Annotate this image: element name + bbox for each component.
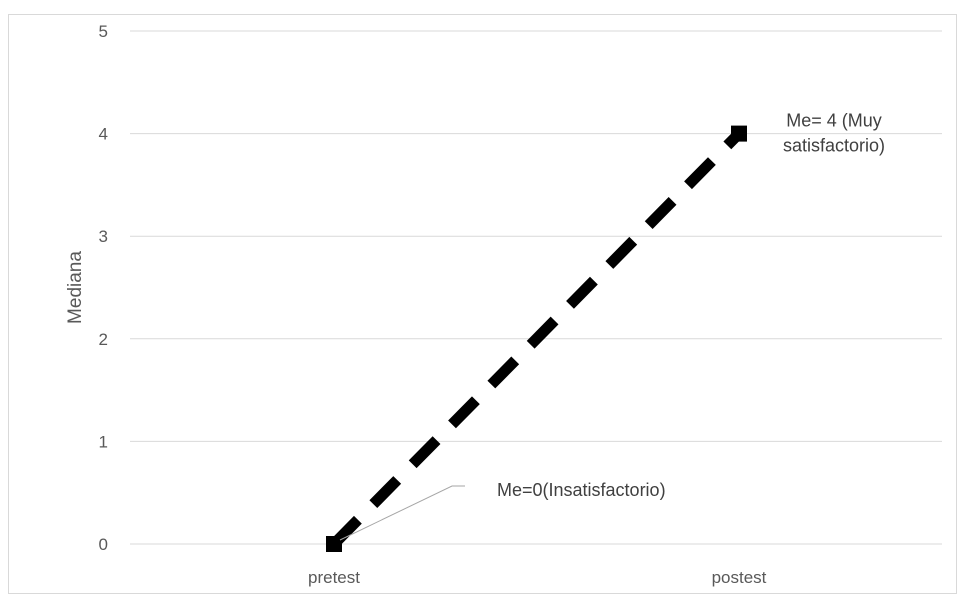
- gridlines: [130, 30, 942, 545]
- y-tick-label-3: 3: [99, 227, 108, 246]
- data-point-pretest: [326, 536, 342, 552]
- x-tick-label-postest: postest: [712, 568, 767, 587]
- series-group: [326, 125, 747, 552]
- y-tick-label-0: 0: [99, 535, 108, 554]
- chart-frame: [8, 14, 957, 594]
- annotation-postest-line-1: Me= 4 (Muy: [786, 111, 882, 131]
- y-axis-ticks: 0 1 2 3 4 5: [99, 22, 108, 554]
- annotation-pretest: Me=0(Insatisfactorio): [497, 480, 666, 500]
- annotation-leader-line: [339, 485, 465, 541]
- x-tick-label-pretest: pretest: [308, 568, 360, 587]
- y-tick-label-5: 5: [99, 22, 108, 41]
- annotation-postest-line-2: satisfactorio): [783, 136, 885, 156]
- y-axis-title: Mediana: [65, 251, 86, 324]
- y-tick-label-4: 4: [99, 125, 108, 144]
- y-tick-label-1: 1: [99, 432, 108, 451]
- y-tick-label-2: 2: [99, 330, 108, 349]
- annotations: Me=0(Insatisfactorio) Me= 4 (Muy satisfact…: [339, 111, 885, 541]
- data-point-postest: [731, 125, 747, 142]
- series-line-0: [330, 129, 743, 548]
- x-axis-ticks: pretest postest: [308, 568, 767, 587]
